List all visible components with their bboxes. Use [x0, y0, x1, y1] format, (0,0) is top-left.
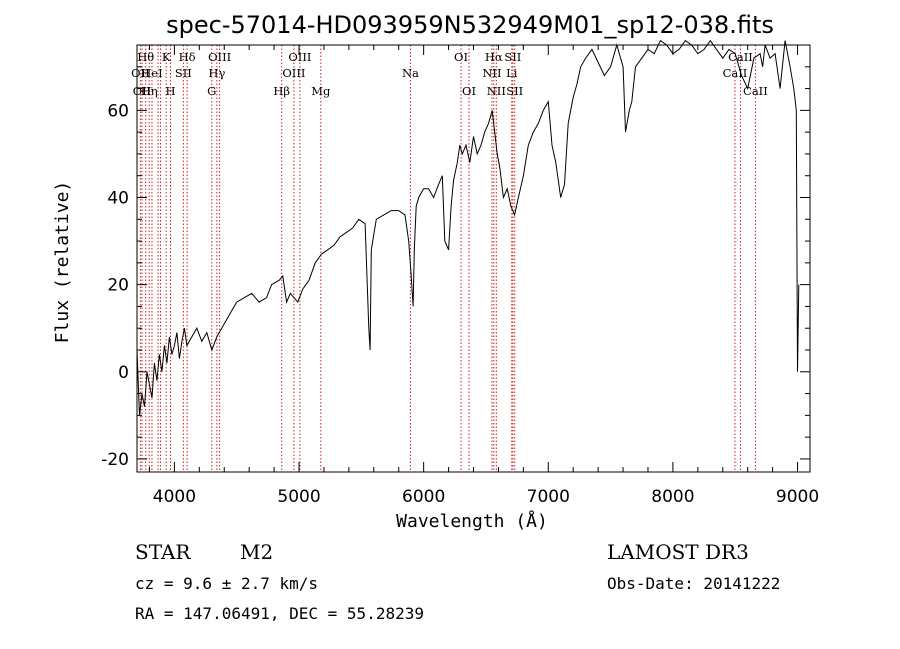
survey-name: LAMOST DR3 — [607, 540, 749, 564]
x-tick-label: 5000 — [277, 487, 320, 507]
spectrum-line — [136, 39, 800, 416]
line-marker-label: OII — [131, 66, 150, 80]
object-class: STAR — [135, 540, 191, 564]
line-marker-label: G — [207, 84, 216, 98]
ra-dec: RA = 147.06491, DEC = 55.28239 — [135, 604, 424, 623]
line-marker-label: OI — [454, 50, 468, 64]
y-tick-label: 0 — [118, 363, 129, 383]
line-marker-label: NII — [487, 84, 506, 98]
line-marker-label: Hδ — [179, 50, 196, 64]
line-marker-label: OIII — [282, 66, 305, 80]
x-axis-label: Wavelength (Å) — [396, 510, 548, 532]
x-tick-label: 7000 — [527, 487, 570, 507]
y-tick-label: 20 — [107, 276, 129, 296]
line-marker-label: Hγ — [208, 66, 225, 80]
line-marker-label: CaII — [723, 66, 748, 80]
line-marker-label: OI — [462, 84, 476, 98]
line-marker-label: Hη — [141, 84, 158, 98]
line-marker-label: Hθ — [137, 50, 154, 64]
line-marker-label: Hβ — [273, 84, 290, 98]
y-tick-label: -20 — [101, 450, 129, 470]
observation-date: Obs-Date: 20141222 — [607, 574, 780, 593]
line-marker-label: OIII — [208, 50, 231, 64]
x-tick-label: 9000 — [776, 487, 819, 507]
line-marker-label: H — [166, 84, 176, 98]
x-tick-label: 8000 — [651, 487, 694, 507]
y-tick-label: 40 — [107, 189, 129, 209]
y-axis-label: Flux (relative) — [52, 181, 73, 344]
line-marker-label: Na — [402, 66, 419, 80]
line-marker-label: NII — [482, 66, 501, 80]
x-tick-label: 4000 — [153, 487, 196, 507]
line-marker-label: SII — [506, 84, 523, 98]
redshift-cz: cz = 9.6 ± 2.7 km/s — [135, 574, 318, 593]
line-marker-label: SII — [175, 66, 192, 80]
x-tick-label: 6000 — [402, 487, 445, 507]
spectral-line-markers — [139, 45, 756, 472]
line-marker-label: K — [162, 50, 171, 64]
y-tick-label: 60 — [107, 101, 129, 121]
chart-title: spec-57014-HD093959N532949M01_sp12-038.f… — [166, 11, 774, 39]
line-marker-label: CaII — [743, 84, 768, 98]
line-marker-label: HeI — [141, 66, 162, 80]
object-subclass: M2 — [240, 540, 273, 564]
x-axis-ticks: 4000 5000 6000 7000 8000 9000 — [148, 45, 819, 507]
line-marker-label: OIII — [288, 50, 311, 64]
y-axis-ticks: -20 0 20 40 60 — [101, 66, 810, 470]
line-marker-label: SII — [504, 50, 521, 64]
line-marker-label: Hα — [485, 50, 503, 64]
plot-frame — [136, 44, 811, 473]
line-marker-label: Li — [506, 66, 518, 80]
spectral-line-labels: OIIOIIHθHηHeIKHSIIHδGHγOIIIHβOIIIOIIIMgN… — [131, 50, 768, 98]
line-marker-label: Mg — [311, 84, 331, 98]
line-marker-label: CaII — [728, 50, 753, 64]
